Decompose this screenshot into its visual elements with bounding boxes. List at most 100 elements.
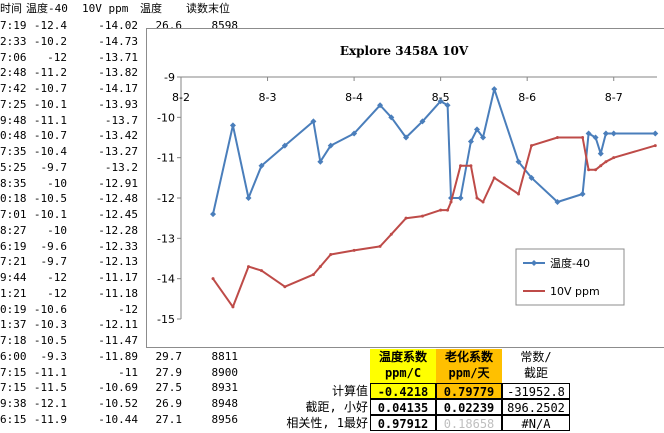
cell-last-digit[interactable]: 8811	[211, 349, 239, 363]
cell-temp40[interactable]: -10.7	[33, 82, 67, 95]
cell-temp40[interactable]: -11.2	[33, 66, 67, 80]
col-header-time[interactable]: 时间	[0, 2, 22, 15]
cell-last-digit[interactable]: 8900	[211, 365, 239, 379]
cell-time[interactable]: 7:19	[0, 19, 27, 32]
cell-ppm[interactable]: -13.71	[98, 50, 138, 64]
constant-header[interactable]: 常数/截距	[502, 349, 570, 383]
cell-time[interactable]: 7:01	[0, 208, 27, 221]
cell-ppm[interactable]: -11.17	[98, 271, 138, 284]
temp-coef-header[interactable]: 温度系数 ppm/C	[370, 349, 436, 383]
cell-ppm[interactable]: -12.45	[98, 208, 138, 221]
cell-ppm[interactable]: -13.2	[104, 160, 138, 174]
cell-time[interactable]: 0:18	[0, 192, 27, 206]
cell-temp40[interactable]: -9.6	[40, 239, 68, 253]
cell-time[interactable]: 6:19	[0, 239, 27, 253]
cell-time[interactable]: 7:18	[0, 334, 27, 347]
col-header-ppm[interactable]: 10V ppm	[82, 2, 129, 15]
cell-ppm[interactable]: -10.69	[98, 381, 138, 395]
col-header-last-digit[interactable]: 读数末位	[186, 2, 230, 15]
cell-ppm[interactable]: -11	[118, 365, 138, 379]
cell-ppm[interactable]: -13.82	[98, 66, 138, 80]
cell-temp40[interactable]: -10.5	[33, 334, 67, 347]
cell-ppm[interactable]: -13.27	[98, 145, 138, 158]
cell-time[interactable]: 0:48	[0, 129, 27, 143]
cell-time[interactable]: 7:21	[0, 255, 27, 269]
cell-time[interactable]: 0:19	[0, 302, 27, 316]
cell-temp40[interactable]: -9.3	[40, 349, 68, 363]
cell-ppm[interactable]: -14.73	[98, 34, 138, 48]
cell-temp40[interactable]: -10.6	[33, 302, 67, 316]
cell-temp40[interactable]: -12.4	[33, 19, 67, 32]
cell-time[interactable]: 6:00	[0, 349, 27, 363]
cell-ppm[interactable]: -11.47	[98, 334, 138, 347]
cell-time[interactable]: 7:25	[0, 97, 27, 111]
cell-temp40[interactable]: -12	[47, 286, 67, 300]
cell-time[interactable]: 2:48	[0, 66, 27, 80]
constant-correlation[interactable]: #N/A	[502, 415, 570, 431]
cell-ppm[interactable]: -13.7	[104, 113, 138, 127]
cell-temp40[interactable]: -10.1	[33, 208, 67, 221]
cell-ppm[interactable]: -12.28	[98, 223, 138, 237]
chart-legend[interactable]: 温度-40 10V ppm	[515, 248, 625, 306]
cell-time[interactable]: 8:35	[0, 176, 27, 190]
cell-temp40[interactable]: -10.7	[33, 129, 67, 143]
col-header-temp[interactable]: 温度	[140, 2, 162, 15]
cell-ppm[interactable]: -10.44	[98, 412, 138, 426]
cell-temp40[interactable]: -9.7	[40, 160, 68, 174]
cell-ppm[interactable]: -12.33	[98, 239, 138, 253]
cell-temp40[interactable]: -11.9	[33, 412, 67, 426]
cell-time[interactable]: 1:21	[0, 286, 27, 300]
cell-temp40[interactable]: -11.1	[33, 365, 67, 379]
cell-time[interactable]: 8:27	[0, 223, 27, 237]
cell-temp40[interactable]: -10	[47, 223, 67, 237]
cell-time[interactable]: 1:37	[0, 318, 27, 332]
temp-coef-value[interactable]: -0.4218	[370, 383, 436, 399]
constant-stderr[interactable]: 896.2502	[502, 399, 570, 415]
cell-temp40[interactable]: -10.5	[33, 192, 67, 206]
cell-ppm[interactable]: -13.42	[98, 129, 138, 143]
cell-temp[interactable]: 27.9	[155, 365, 183, 379]
temp-correlation[interactable]: 0.97912	[370, 415, 436, 431]
aging-coef-header[interactable]: 老化系数 ppm/天	[436, 349, 502, 383]
cell-temp[interactable]: 27.5	[155, 381, 183, 395]
cell-ppm[interactable]: -12.48	[98, 192, 138, 206]
cell-time[interactable]: 7:15	[0, 381, 27, 395]
cell-ppm[interactable]: -10.52	[98, 397, 138, 410]
cell-time[interactable]: 9:38	[0, 397, 27, 410]
cell-temp40[interactable]: -11.1	[33, 113, 67, 127]
constant-value[interactable]: -31952.8	[502, 383, 570, 399]
cell-temp40[interactable]: -10.3	[33, 318, 67, 332]
cell-temp[interactable]: 27.1	[155, 412, 183, 426]
cell-last-digit[interactable]: 8948	[211, 397, 239, 410]
cell-time[interactable]: 7:15	[0, 365, 27, 379]
cell-time[interactable]: 9:48	[0, 113, 27, 127]
cell-time[interactable]: 7:35	[0, 145, 27, 158]
cell-ppm[interactable]: -11.89	[98, 349, 138, 363]
cell-temp40[interactable]: -10.2	[33, 34, 67, 48]
cell-temp40[interactable]: -11.5	[33, 381, 67, 395]
cell-ppm[interactable]: -14.02	[98, 19, 138, 32]
cell-time[interactable]: 2:33	[0, 34, 27, 48]
cell-ppm[interactable]: -12.91	[98, 176, 138, 190]
cell-ppm[interactable]: -12	[118, 302, 138, 316]
aging-coef-value[interactable]: 0.79779	[436, 383, 502, 399]
cell-last-digit[interactable]: 8956	[211, 412, 239, 426]
cell-temp40[interactable]: -10.1	[33, 97, 67, 111]
cell-last-digit[interactable]: 8931	[211, 381, 239, 395]
cell-time[interactable]: 9:44	[0, 271, 27, 284]
cell-temp40[interactable]: -9.7	[40, 255, 68, 269]
temp-coef-stderr[interactable]: 0.04135	[370, 399, 436, 415]
aging-correlation[interactable]: 0.18658	[436, 415, 502, 431]
cell-time[interactable]: 6:15	[0, 412, 27, 426]
cell-temp40[interactable]: -12	[47, 50, 67, 64]
cell-ppm[interactable]: -13.93	[98, 97, 138, 111]
cell-time[interactable]: 7:06	[0, 50, 27, 64]
cell-temp[interactable]: 29.7	[155, 349, 183, 363]
cell-time[interactable]: 5:25	[0, 160, 27, 174]
cell-ppm[interactable]: -12.11	[98, 318, 138, 332]
cell-ppm[interactable]: -11.18	[98, 286, 138, 300]
cell-ppm[interactable]: -14.17	[98, 82, 138, 95]
cell-temp40[interactable]: -12	[47, 271, 67, 284]
cell-ppm[interactable]: -12.13	[98, 255, 138, 269]
cell-temp40[interactable]: -12.1	[33, 397, 67, 410]
